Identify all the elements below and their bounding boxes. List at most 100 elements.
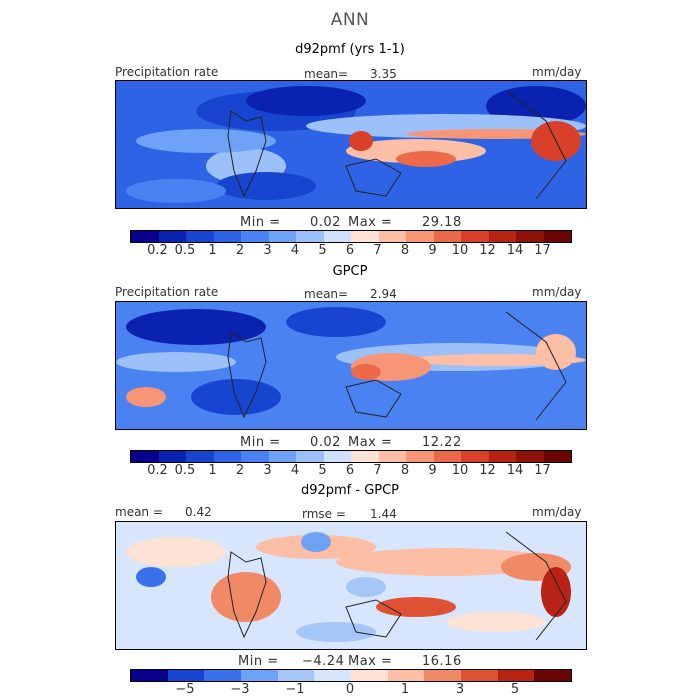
panel-3-colorbar-ticks: −5 −3 −1 0 1 3 5 [130,682,570,698]
panel-1-max-value: 29.18 [422,215,462,230]
panel-3-mean-value: 0.42 [185,505,212,519]
panel-1-colorbar-ticks: 0.2 0.5 1 2 3 4 5 6 7 8 9 10 12 14 17 [130,243,570,259]
colorbar-swatch [351,451,379,462]
colorbar-swatch [131,451,159,462]
colorbar-swatch [213,231,241,242]
colorbar-swatch [461,670,498,681]
colorbar-swatch [543,231,571,242]
colorbar-tick-label: 9 [428,463,437,478]
panel-1-precip-map [115,80,587,209]
panel-1-left-label: Precipitation rate [115,65,219,79]
panel-1-min-label: Min = [240,215,281,230]
colorbar-tick-label: 14 [506,463,524,478]
colorbar-tick-label: 1 [208,243,217,258]
panel-1-max-label: Max = [348,215,393,230]
colorbar-swatch [351,670,388,681]
colorbar-tick-label: 8 [400,243,410,258]
panel-1-min-value: 0.02 [310,215,341,230]
panel-3-min-label: Min = [238,654,279,669]
colorbar-swatch [158,451,186,462]
colorbar-tick-label: 0.5 [174,463,196,478]
panel-2-precip-map [115,301,587,430]
colorbar-swatch [323,451,351,462]
colorbar-tick-label: 0.2 [147,463,168,478]
panel-3-rmse-value: 1.44 [370,507,397,521]
colorbar-swatch [241,231,269,242]
colorbar-swatch [433,231,461,242]
colorbar-swatch [186,231,214,242]
colorbar-tick-label: −5 [175,682,195,697]
colorbar-swatch [516,231,544,242]
colorbar-swatch [488,231,516,242]
colorbar-swatch [406,451,434,462]
colorbar-swatch [461,231,489,242]
colorbar-swatch [534,670,572,681]
panel-3-min-value: −4.24 [302,654,345,669]
colorbar-swatch [424,670,462,681]
colorbar-swatch [241,451,269,462]
colorbar-swatch [543,451,571,462]
panel-2-mean-value: 2.94 [370,287,397,301]
colorbar-tick-label: 10 [451,243,469,258]
colorbar-tick-label: 17 [534,463,551,478]
colorbar-tick-label: 5 [318,463,327,478]
colorbar-tick-label: 3 [263,243,272,258]
panel-3-units: mm/day [532,505,582,519]
colorbar-tick-label: 3 [263,463,272,478]
panel-2-left-label: Precipitation rate [115,285,219,299]
colorbar-tick-label: −1 [285,682,305,697]
colorbar-tick-label: 6 [345,243,355,258]
colorbar-swatch [204,670,242,681]
colorbar-tick-label: 9 [428,243,437,258]
panel-3-subtitle: d92pmf - GPCP [300,483,400,498]
panel-3-colorbar [130,669,572,682]
colorbar-tick-label: 12 [479,463,496,478]
colorbar-tick-label: 2 [235,243,245,258]
colorbar-swatch [488,451,516,462]
panel-3-max-value: 16.16 [422,654,462,669]
panel-3-rmse-label: rmse = [302,507,346,521]
colorbar-swatch [378,451,406,462]
panel-2-min-value: 0.02 [310,435,341,450]
colorbar-swatch [131,670,168,681]
panel-1-mean-label: mean= [304,67,349,81]
panel-2-units: mm/day [532,285,582,299]
colorbar-swatch [213,451,241,462]
colorbar-swatch [378,231,406,242]
colorbar-tick-label: 1 [208,463,217,478]
colorbar-tick-label: 4 [290,463,300,478]
colorbar-swatch [158,231,186,242]
colorbar-swatch [351,231,379,242]
figure-title: ANN [330,10,370,30]
colorbar-tick-label: 0.2 [147,243,168,258]
colorbar-swatch [167,670,205,681]
panel-2-subtitle: GPCP [332,264,368,279]
colorbar-swatch [131,231,159,242]
panel-1-colorbar [130,230,572,243]
colorbar-tick-label: 8 [400,463,410,478]
panel-3-difference-map [115,521,587,650]
colorbar-swatch [406,231,434,242]
panel-2-max-label: Max = [348,435,393,450]
panel-2-max-value: 12.22 [422,435,462,450]
colorbar-swatch [277,670,315,681]
colorbar-tick-label: 0.5 [174,243,196,258]
colorbar-swatch [497,670,535,681]
colorbar-tick-label: 5 [318,243,327,258]
colorbar-tick-label: 2 [235,463,245,478]
colorbar-tick-label: 6 [345,463,355,478]
panel-2-min-label: Min = [240,435,281,450]
colorbar-tick-label: 0 [345,682,355,697]
colorbar-tick-label: 1 [400,682,410,697]
colorbar-tick-label: 3 [455,682,465,697]
colorbar-swatch [323,231,351,242]
colorbar-tick-label: 5 [510,682,520,697]
panel-1-subtitle: d92pmf (yrs 1-1) [295,42,405,57]
colorbar-swatch [314,670,352,681]
colorbar-swatch [433,451,461,462]
colorbar-tick-label: 12 [479,243,496,258]
colorbar-swatch [241,670,278,681]
colorbar-swatch [296,231,324,242]
colorbar-tick-label: −3 [230,682,250,697]
colorbar-swatch [186,451,214,462]
